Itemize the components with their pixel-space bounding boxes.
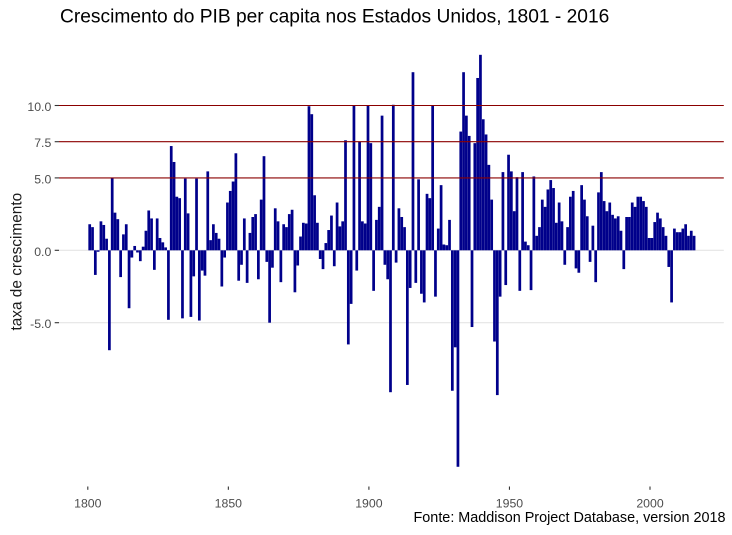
- svg-text:2000: 2000: [636, 497, 664, 511]
- svg-text:Crescimento do PIB per capita: Crescimento do PIB per capita nos Estado…: [60, 7, 609, 28]
- svg-text:1850: 1850: [215, 497, 243, 511]
- svg-text:1900: 1900: [355, 497, 383, 511]
- svg-text:-5.0: -5.0: [30, 317, 51, 331]
- svg-text:taxa de crescimento: taxa de crescimento: [9, 193, 26, 331]
- svg-text:10.0: 10.0: [27, 100, 51, 114]
- svg-text:Fonte: Maddison Project Databa: Fonte: Maddison Project Database, versio…: [414, 510, 726, 526]
- svg-text:1800: 1800: [74, 497, 102, 511]
- svg-text:0.0: 0.0: [34, 245, 51, 259]
- svg-text:5.0: 5.0: [34, 172, 51, 186]
- svg-text:7.5: 7.5: [34, 136, 51, 150]
- svg-text:1950: 1950: [496, 497, 524, 511]
